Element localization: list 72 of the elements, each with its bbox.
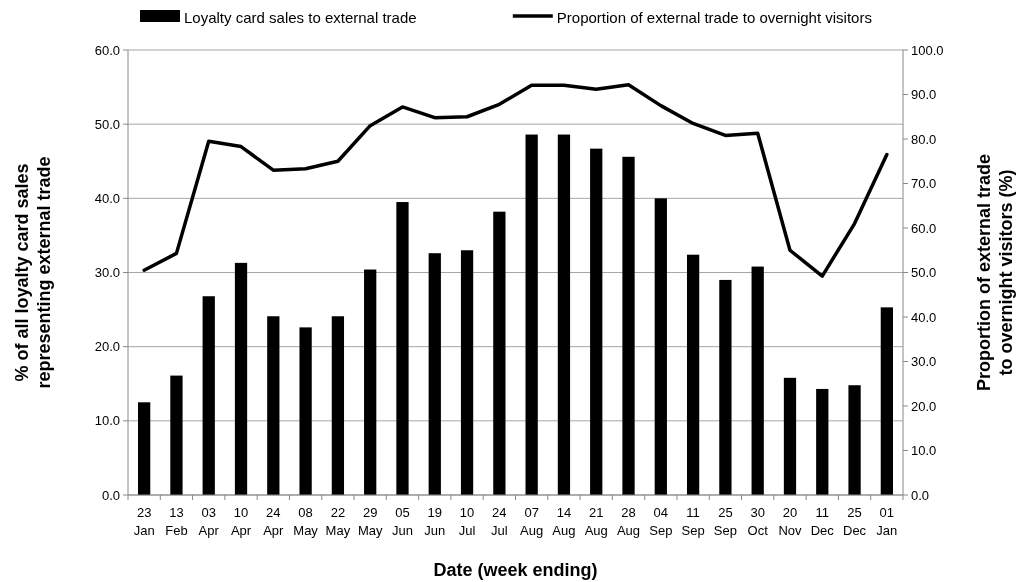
bar [783,377,797,495]
bar [267,316,280,495]
legend-label: Loyalty card sales to external trade [184,8,417,26]
bar [719,279,732,495]
x-tick-label: 21 Aug [584,505,608,538]
y-axis-title: % of all loyalty card sales representing external trade [12,156,54,389]
y2-tick-label: 50.0 [911,265,937,281]
bar [331,316,345,495]
bar [654,198,667,495]
x-tick-label: 29 May [357,505,383,538]
bar [880,307,893,495]
y2-tick-label: 20.0 [911,398,937,414]
legend-label: Proportion of external trade to overnight visitors [556,8,872,26]
y-tick-label: 30.0 [94,265,120,281]
y2-tick-label: 100.0 [911,42,944,58]
x-tick-label: 25 Sep [713,505,737,538]
bar [396,202,409,495]
x-tick-label: 20 Nov [778,505,803,538]
x-tick-label: 28 Aug [616,505,641,538]
bar [170,375,183,495]
bar [493,211,506,495]
bar [751,266,764,495]
x-tick-label: 03 Apr [198,505,220,538]
x-tick-label: 04 Sep [649,505,673,538]
y-tick-label: 0.0 [101,487,120,503]
bar [816,388,829,495]
y2-tick-label: 0.0 [911,487,930,503]
x-tick-label: 25 Dec [843,505,867,538]
bar [138,402,151,495]
y2-tick-label: 10.0 [911,443,937,459]
bar [525,134,538,495]
x-tick-label: 30 Oct [747,505,769,538]
bar [234,262,248,495]
bar [428,253,441,495]
x-tick-label: 22 May [325,505,351,538]
y-tick-label: 20.0 [94,339,120,355]
y-tick-label: 10.0 [94,413,120,429]
x-axis-title: Date (week ending) [433,560,598,580]
x-tick-label: 24 Jul [491,505,508,538]
y2-tick-label: 60.0 [911,220,937,236]
x-tick-label: 14 Aug [552,505,576,538]
y-tick-label: 50.0 [94,116,120,132]
line-series [142,82,889,278]
bar [557,134,571,495]
bar [364,269,377,495]
x-tick-label: 05 Jun [391,505,413,538]
x-tick-label: 11 Sep [681,505,705,538]
bar [622,156,635,495]
bar [299,327,312,495]
bar [460,250,474,495]
x-tick-label: 01 Jan [876,505,898,538]
y2-tick-label: 70.0 [911,176,937,192]
x-tick-label: 10 Apr [230,505,252,538]
y-tick-label: 60.0 [94,42,120,58]
bar [590,148,603,495]
x-tick-label: 13 Feb [165,505,188,538]
x-tick-label: 23 Jan [133,505,155,538]
y2-tick-label: 40.0 [911,309,937,325]
x-tick-label: 11 Dec [810,505,835,538]
bar [202,296,215,495]
y2-tick-label: 30.0 [911,354,937,370]
bar [686,254,700,495]
y2-tick-label: 80.0 [911,131,937,147]
y-tick-label: 40.0 [94,190,120,206]
bar [848,385,861,495]
x-tick-label: 07 Aug [520,505,544,538]
y2-tick-label: 90.0 [911,87,937,103]
x-tick-label: 24 Apr [263,505,285,538]
y2-axis-title: Proportion of external trade to overnight visitors (%) [974,153,1016,392]
x-tick-label: 08 May [293,505,319,538]
x-tick-label: 19 Jun [424,505,446,538]
x-tick-label: 10 Jul [458,505,476,538]
